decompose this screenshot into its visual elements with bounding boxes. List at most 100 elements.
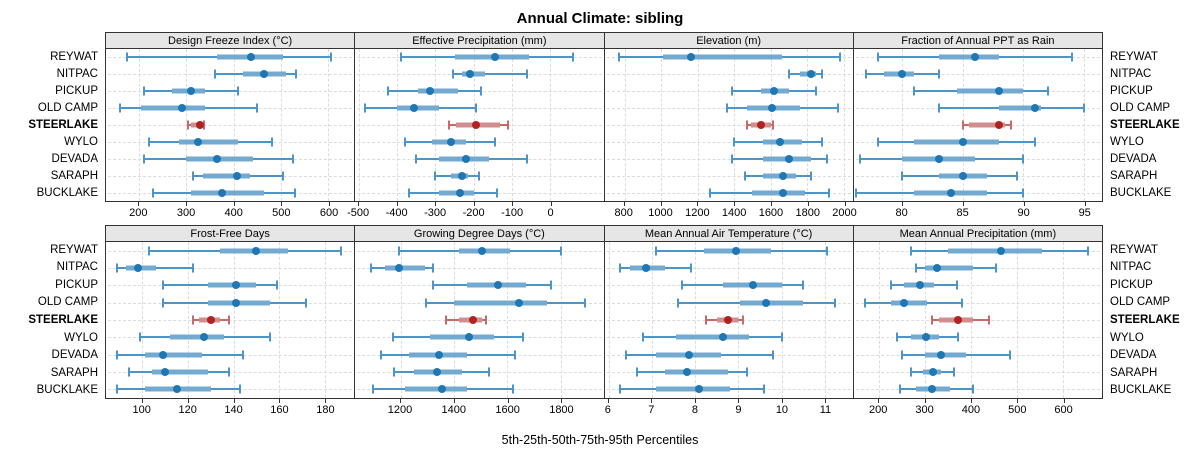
iqr-band-25-75	[384, 265, 425, 271]
panel-strip: Elevation (m)	[603, 32, 854, 49]
site-label-wylo: WYLO	[64, 331, 98, 344]
tick-mark	[825, 399, 827, 403]
tick-mark	[550, 202, 552, 206]
tick-label: 400	[224, 207, 243, 219]
whisker-cap	[771, 350, 774, 360]
whisker-cap	[625, 350, 628, 360]
whisker-cap	[239, 384, 242, 394]
site-label-saraph: SARAPH	[50, 366, 98, 379]
whisker-cap	[763, 384, 766, 394]
median-dot	[247, 53, 256, 62]
median-dot	[916, 281, 925, 290]
median-dot	[762, 298, 771, 307]
whisker-cap	[434, 171, 437, 181]
whisker-cap	[689, 263, 692, 273]
grid-line-h	[855, 337, 1100, 339]
grid-line-h	[855, 302, 1100, 304]
tick-mark	[607, 399, 609, 403]
gutter-strip-spacer	[0, 225, 105, 241]
median-dot	[719, 333, 728, 342]
median-dot	[770, 87, 779, 96]
site-label-devada: DEVADA	[1110, 349, 1157, 362]
panel-axis: 200 300 400 500 600	[105, 202, 355, 222]
whisker-cap	[1009, 350, 1012, 360]
panel-strip-title: Mean Annual Air Temperature (°C)	[644, 227, 813, 240]
tick-mark	[878, 399, 880, 403]
tick-label: 200	[869, 404, 888, 416]
median-dot	[456, 188, 465, 197]
iqr-band-25-75	[914, 139, 1000, 145]
median-dot	[898, 70, 907, 79]
tick-mark	[279, 399, 281, 403]
whisker-cap	[147, 137, 150, 147]
panel-strip-title: Fraction of Annual PPT as Rain	[901, 34, 1055, 47]
tick-mark	[329, 202, 331, 206]
whisker-cap	[526, 69, 529, 79]
whisker-cap	[858, 154, 861, 164]
tick-label: 80	[895, 207, 908, 219]
median-dot	[260, 70, 269, 79]
site-label-pickup: PICKUP	[1110, 278, 1153, 291]
median-dot	[927, 385, 936, 394]
iqr-band-25-75	[141, 105, 206, 111]
median-dot	[779, 188, 788, 197]
site-label-bucklake: BUCKLAKE	[36, 384, 98, 397]
site-label-devada: DEVADA	[51, 349, 98, 362]
whisker-cap	[415, 154, 418, 164]
whisker-cap	[828, 188, 831, 198]
whisker-cap	[995, 263, 998, 273]
tick-label: 11	[819, 404, 832, 416]
whisker-cap	[901, 171, 904, 181]
whisker-cap	[744, 171, 747, 181]
site-label-old-camp: OLD CAMP	[37, 101, 98, 114]
tick-mark	[651, 399, 653, 403]
tick-mark	[1023, 202, 1025, 206]
tick-label: 200	[129, 207, 148, 219]
tick-mark	[435, 202, 437, 206]
whisker-cap	[961, 120, 964, 130]
median-dot	[494, 281, 503, 290]
axis-caption: 5th-25th-50th-75th-95th Percentiles	[501, 433, 699, 447]
whisker-cap	[445, 315, 447, 325]
median-dot	[995, 121, 1004, 129]
tick-label: 0	[547, 207, 554, 219]
whisker-cap	[937, 103, 940, 113]
whisker-cap	[116, 263, 119, 273]
tick-mark	[507, 399, 509, 403]
tick-mark	[233, 399, 235, 403]
whisker-cap	[487, 367, 490, 377]
whisker-cap	[237, 86, 240, 96]
iqr-band-25-75	[740, 300, 804, 306]
tick-label: 2000	[832, 207, 857, 219]
panel-6: Growing Degree Days (°C) 1200 1400 1600 1800	[354, 225, 605, 419]
gutter-axis-spacer	[0, 202, 105, 222]
panel-plot-area	[852, 242, 1103, 399]
whisker-cap	[815, 86, 818, 96]
whisker-cap	[371, 384, 374, 394]
tick-label: 400	[961, 404, 981, 416]
whisker-cap	[495, 188, 498, 198]
whisker-cap	[424, 298, 427, 308]
tick-mark	[962, 202, 964, 206]
median-dot	[252, 246, 261, 255]
median-dot	[231, 298, 240, 307]
tick-mark	[187, 399, 189, 403]
whisker-cap	[514, 350, 517, 360]
site-label-steerlake: STEERLAKE	[1110, 118, 1180, 131]
median-dot	[232, 171, 241, 180]
median-dot	[465, 70, 474, 79]
whisker-cap	[256, 103, 259, 113]
tick-mark	[770, 202, 772, 206]
tick-label: 1600	[758, 207, 784, 219]
tick-mark	[281, 202, 283, 206]
whisker-cap	[161, 280, 164, 290]
panel-strip-title: Mean Annual Precipitation (mm)	[899, 227, 1057, 240]
site-label-column: REYWAT NITPAC PICKUP OLD CAMP STEERLAKE WYLO D…	[1103, 241, 1200, 399]
median-dot	[468, 316, 477, 324]
whisker-cap	[522, 332, 525, 342]
panel-strip-title: Design Freeze Index (°C)	[168, 34, 293, 47]
tick-label: 500	[1008, 404, 1027, 416]
whisker-cap	[741, 315, 744, 325]
panel-plot-area	[105, 242, 356, 399]
tick-mark	[358, 202, 360, 206]
